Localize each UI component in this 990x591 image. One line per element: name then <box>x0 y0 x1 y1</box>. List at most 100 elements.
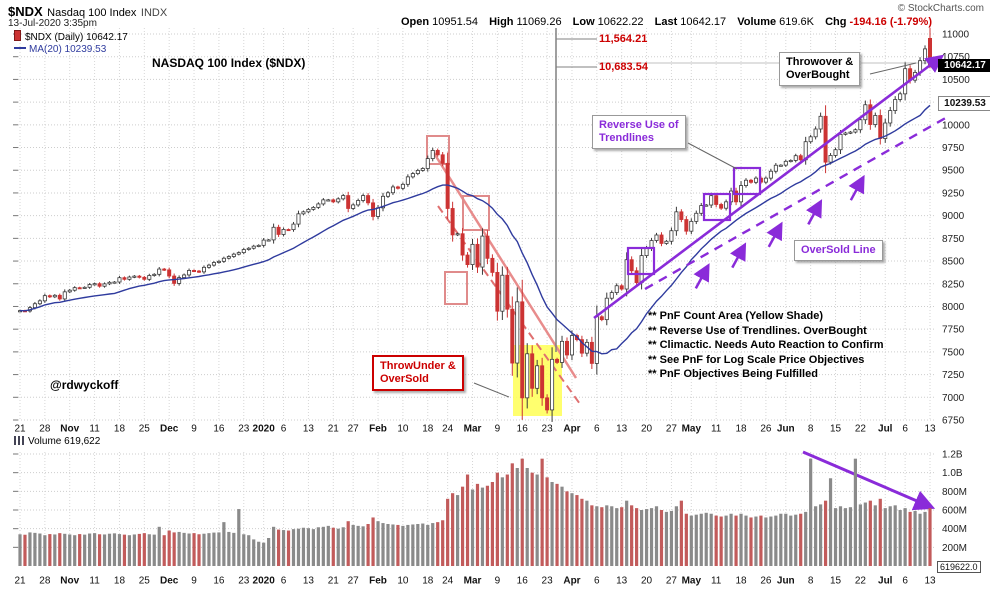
gridlines <box>13 28 936 566</box>
svg-text:11: 11 <box>711 424 722 435</box>
svg-text:Jul: Jul <box>878 576 893 587</box>
svg-text:16: 16 <box>517 424 529 435</box>
svg-text:7000: 7000 <box>942 393 965 404</box>
low-label: Low <box>572 16 595 28</box>
svg-text:24: 24 <box>442 576 454 587</box>
svg-text:9000: 9000 <box>942 211 965 222</box>
svg-text:7750: 7750 <box>942 325 965 336</box>
svg-text:200M: 200M <box>942 543 967 554</box>
svg-text:6: 6 <box>281 424 287 435</box>
svg-text:26: 26 <box>760 424 772 435</box>
annotation-connectors <box>473 62 917 398</box>
svg-text:9750: 9750 <box>942 143 965 154</box>
svg-text:10000: 10000 <box>942 120 970 131</box>
throwunder-line1: ThrowUnder & <box>380 360 456 372</box>
svg-text:7500: 7500 <box>942 347 965 358</box>
quote-line: Open 10951.54 High 11069.26 Low 10622.22 La… <box>393 16 932 28</box>
svg-text:Dec: Dec <box>160 576 179 587</box>
svg-text:May: May <box>682 576 702 587</box>
svg-text:20: 20 <box>641 576 653 587</box>
svg-text:7250: 7250 <box>942 370 965 381</box>
svg-text:28: 28 <box>39 576 51 587</box>
volume-bars-icon <box>14 436 24 445</box>
svg-text:21: 21 <box>14 424 26 435</box>
svg-text:9250: 9250 <box>942 188 965 199</box>
svg-text:16: 16 <box>213 424 225 435</box>
svg-text:27: 27 <box>666 576 678 587</box>
svg-text:11: 11 <box>711 576 722 587</box>
svg-text:9500: 9500 <box>942 166 965 177</box>
svg-text:2020: 2020 <box>253 424 276 435</box>
svg-text:11: 11 <box>89 424 100 435</box>
svg-text:Jun: Jun <box>777 576 795 587</box>
svg-text:8250: 8250 <box>942 279 965 290</box>
svg-text:Feb: Feb <box>369 424 387 435</box>
throwover-overbought-callout: Throwover & OverBought <box>779 52 861 86</box>
svg-text:24: 24 <box>442 424 454 435</box>
analysis-notes: ** PnF Count Area (Yellow Shade) ** Reve… <box>648 309 884 382</box>
symbol-title: $NDX Nasdaq 100 Index INDX <box>8 3 167 21</box>
objective-lines <box>555 28 936 352</box>
throwunder-oversold-callout: ThrowUnder & OverSold <box>372 355 464 391</box>
up-trendlines-and-arrows <box>593 54 950 511</box>
svg-text:Feb: Feb <box>369 576 387 587</box>
svg-text:8750: 8750 <box>942 234 965 245</box>
last-price-tag: 10642.17 <box>938 59 990 72</box>
svg-text:6: 6 <box>902 424 908 435</box>
svg-text:16: 16 <box>517 576 529 587</box>
throwover-line2: OverBought <box>786 69 850 81</box>
svg-text:9: 9 <box>495 576 501 587</box>
svg-text:27: 27 <box>348 576 360 587</box>
last-label: Last <box>654 16 678 28</box>
svg-text:18: 18 <box>422 576 434 587</box>
svg-text:15: 15 <box>830 576 842 587</box>
svg-text:13: 13 <box>303 576 315 587</box>
volume-value-tag: 619622.0 <box>937 561 981 573</box>
svg-text:23: 23 <box>238 576 250 587</box>
note-item: ** Climactic. Needs Auto Reaction to Con… <box>648 339 884 351</box>
chg-label: Chg <box>825 16 847 28</box>
svg-text:22: 22 <box>855 576 867 587</box>
note-item: ** PnF Count Area (Yellow Shade) <box>648 310 824 322</box>
note-item: ** PnF Objectives Being Fulfilled <box>648 368 818 380</box>
svg-text:Dec: Dec <box>160 424 179 435</box>
svg-text:400M: 400M <box>942 524 967 535</box>
price-objective-lower: 10,683.54 <box>599 61 648 73</box>
svg-text:21: 21 <box>328 424 340 435</box>
svg-text:21: 21 <box>328 576 340 587</box>
svg-text:18: 18 <box>114 576 126 587</box>
svg-text:6: 6 <box>902 576 908 587</box>
reverse-line2: Trendlines <box>599 132 655 144</box>
svg-text:13: 13 <box>924 576 936 587</box>
reverse-line1: Reverse Use of <box>599 119 679 131</box>
svg-text:23: 23 <box>542 424 554 435</box>
ma-legend-text: MA(20) 10239.53 <box>29 44 107 55</box>
last-value: 10642.17 <box>680 16 727 28</box>
oversold-text: OverSold Line <box>801 244 876 256</box>
open-label: Open <box>401 16 430 28</box>
svg-text:25: 25 <box>139 576 151 587</box>
svg-text:600M: 600M <box>942 506 967 517</box>
svg-text:Jul: Jul <box>878 424 893 435</box>
svg-text:6: 6 <box>594 424 600 435</box>
svg-text:Apr: Apr <box>563 576 580 587</box>
candlestick-icon <box>14 30 21 41</box>
svg-text:20: 20 <box>641 424 653 435</box>
svg-text:27: 27 <box>348 424 360 435</box>
volume-value: 619.6K <box>779 16 814 28</box>
price-objective-upper: 11,564.21 <box>599 33 648 45</box>
copyright: © StockCharts.com <box>897 3 984 14</box>
high-label: High <box>489 16 514 28</box>
svg-text:11: 11 <box>89 576 100 587</box>
datetime: 13-Jul-2020 3:35pm <box>8 18 97 29</box>
svg-text:23: 23 <box>238 424 250 435</box>
note-item: ** Reverse Use of Trendlines. OverBought <box>648 324 867 337</box>
svg-text:10750: 10750 <box>942 52 970 63</box>
price-legend-text: $NDX (Daily) 10642.17 <box>25 32 128 43</box>
index-name: Nasdaq 100 Index <box>47 7 137 19</box>
low-value: 10622.22 <box>597 16 644 28</box>
svg-text:13: 13 <box>303 424 315 435</box>
svg-text:15: 15 <box>830 424 842 435</box>
svg-text:16: 16 <box>213 576 225 587</box>
